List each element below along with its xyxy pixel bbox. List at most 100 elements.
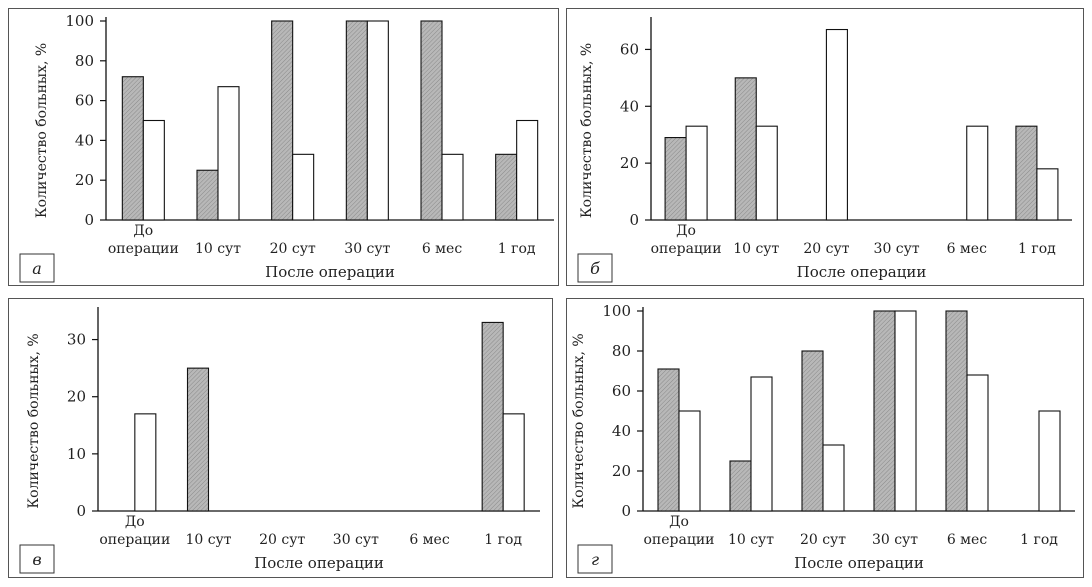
bar-white-6 [1036,168,1059,221]
bar-shaded-2 [729,460,752,512]
y-tick-label: 40 [612,422,631,440]
y-axis-title: Количество больных, % [34,43,50,218]
bar-shaded-2 [734,77,757,221]
panel-letter: а [32,259,42,278]
x-category-label-top: До [133,223,153,239]
x-category-label: 6 мес [947,532,988,548]
y-tick-label: 80 [75,52,94,70]
x-axis-title: После операции [265,263,395,281]
bar-white-4 [366,20,389,221]
bar-white-6 [502,413,525,512]
y-tick-label: 100 [65,12,94,30]
bar-shaded-4 [873,310,896,512]
x-category-label: 1 год [498,241,536,257]
x-axis-title: После операции [254,554,384,572]
bar-shaded-3 [801,350,824,512]
bar-shaded-5 [945,310,968,512]
bar-white-1 [685,125,708,221]
bar-white-5 [966,125,989,221]
bar-shaded-6 [1015,125,1038,221]
bar-white-3 [292,153,315,221]
y-tick-label: 40 [75,131,94,149]
y-tick-label: 30 [67,331,86,349]
chart-a-svg: 0 20 40 60 80 100 Количество больных, % До опера… [19,12,554,283]
chart-b-svg: 0 20 40 60 Количество больных, % До операции 10… [577,17,1072,283]
chart-c-svg: 0 10 20 30 Количество больных, % До операции 10… [19,307,540,574]
x-category-label: 30 сут [344,241,390,257]
x-category-label: 6 мес [422,241,463,257]
chart-panel-b: 0 20 40 60 Количество больных, % До операции 10… [566,8,1084,286]
x-axis-title: После операции [797,263,927,281]
panel-letter-box [19,544,55,574]
panel-letter-box [577,253,613,283]
bar-white-2 [755,125,778,221]
x-category-label-top: До [125,514,145,530]
x-category-label: 20 сут [259,532,305,548]
chart-d-svg: 0 20 40 60 80 100 Количество больных, % До опера… [571,302,1075,574]
x-category-label: 30 сут [874,241,920,257]
y-tick-label: 100 [602,302,631,320]
x-category-label: 10 сут [733,241,779,257]
x-category-label-top: До [669,514,689,530]
bar-white-3 [822,444,845,512]
bar-white-3 [825,28,848,221]
x-category-label: 1 год [1018,241,1056,257]
y-tick-label: 10 [67,445,86,463]
panel-letter: г [591,550,599,569]
x-category-label: 20 сут [800,532,846,548]
x-category-label: 6 мес [947,241,988,257]
x-category-label: операции [651,241,722,257]
x-category-label-top: До [676,223,696,239]
y-tick-label: 0 [84,211,94,229]
y-tick-label: 20 [612,462,631,480]
x-category-label: 30 сут [872,532,918,548]
y-tick-label: 0 [76,502,86,520]
bar-shaded-3 [271,20,294,221]
bar-shaded-2 [186,367,210,512]
y-tick-label: 0 [621,502,631,520]
y-tick-label: 40 [620,97,639,115]
bar-white-6 [516,119,539,221]
bar-shaded-6 [481,321,504,512]
bar-white-6 [1038,410,1061,512]
bar-shaded-5 [420,20,443,221]
bar-white-2 [750,376,773,512]
y-axis-title: Количество больных, % [26,333,42,508]
x-category-label: операции [108,241,179,257]
x-category-label: операции [643,532,714,548]
bar-white-1 [678,410,701,512]
panel-letter: в [32,550,41,569]
bar-white-1 [142,119,165,221]
bar-white-1 [134,413,157,512]
x-category-label: 20 сут [270,241,316,257]
bar-white-5 [441,153,464,221]
y-tick-label: 80 [612,342,631,360]
x-category-label: 6 мес [409,532,450,548]
y-tick-label: 20 [75,171,94,189]
x-category-label: 10 сут [728,532,774,548]
y-tick-label: 20 [620,154,639,172]
x-category-label: 20 сут [803,241,849,257]
chart-panel-d: 0 20 40 60 80 100 Количество больных, % До опера… [566,298,1084,578]
bar-shaded-1 [121,76,144,221]
x-category-label: 10 сут [185,532,231,548]
x-category-label: 10 сут [195,241,241,257]
y-tick-label: 0 [629,211,639,229]
bar-white-4 [894,310,917,512]
x-category-label: 30 сут [333,532,379,548]
y-axis-title: Количество больных, % [571,333,587,508]
bar-white-5 [966,374,989,512]
chart-panel-c: 0 10 20 30 Количество больных, % До операции 10… [8,298,553,578]
x-category-label: 1 год [484,532,522,548]
bar-shaded-2 [196,169,219,221]
y-tick-label: 20 [67,388,86,406]
panel-letter-box [577,544,613,574]
chart-panel-a: 0 20 40 60 80 100 Количество больных, % До опера… [8,8,559,286]
bar-white-2 [217,86,240,221]
bar-shaded-1 [657,368,680,512]
bar-shaded-6 [495,153,518,221]
y-axis-title: Количество больных, % [579,43,595,218]
panel-letter: б [590,259,600,278]
x-axis-title: После операции [794,554,924,572]
y-tick-label: 60 [620,40,639,58]
